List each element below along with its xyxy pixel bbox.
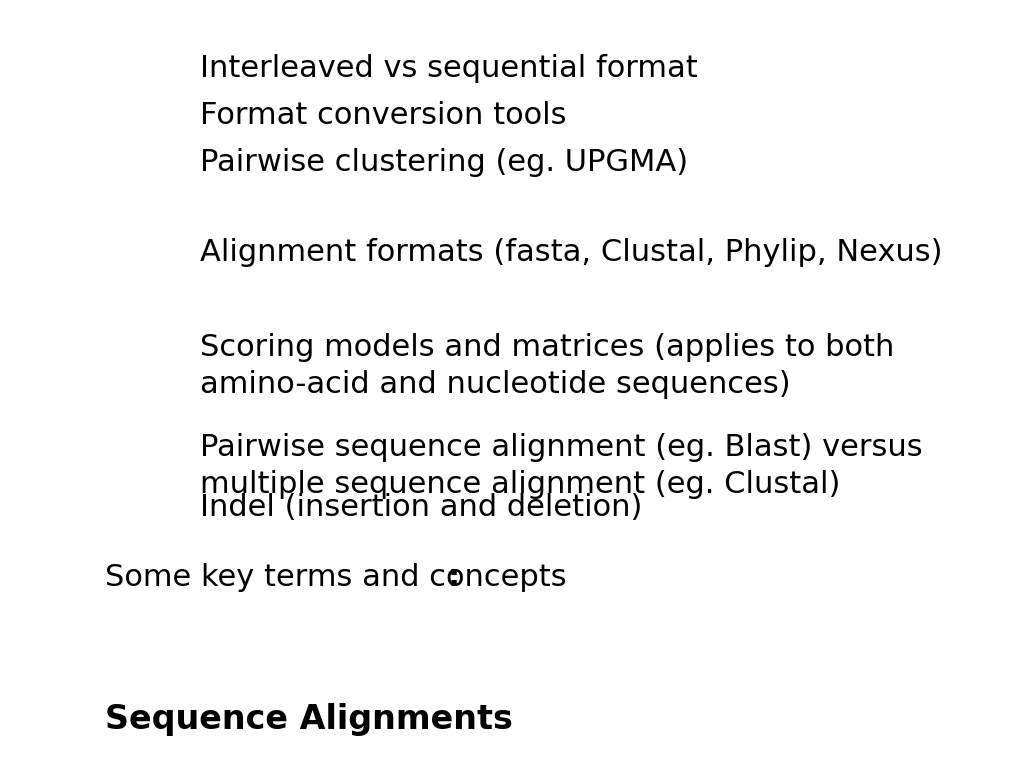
Text: Pairwise sequence alignment (eg. Blast) versus
multiple sequence alignment (eg. : Pairwise sequence alignment (eg. Blast) … [200, 433, 923, 499]
Text: Some key terms and concepts: Some key terms and concepts [105, 563, 566, 592]
Text: Scoring models and matrices (applies to both
amino-acid and nucleotide sequences: Scoring models and matrices (applies to … [200, 333, 894, 399]
Text: :: : [449, 563, 460, 592]
Text: Sequence Alignments: Sequence Alignments [105, 703, 513, 736]
Text: Indel (insertion and deletion): Indel (insertion and deletion) [200, 493, 642, 522]
Text: Format conversion tools: Format conversion tools [200, 101, 566, 130]
Text: Pairwise clustering (eg. UPGMA): Pairwise clustering (eg. UPGMA) [200, 148, 688, 177]
Text: Alignment formats (fasta, Clustal, Phylip, Nexus): Alignment formats (fasta, Clustal, Phyli… [200, 238, 942, 267]
Text: Interleaved vs sequential format: Interleaved vs sequential format [200, 54, 697, 83]
